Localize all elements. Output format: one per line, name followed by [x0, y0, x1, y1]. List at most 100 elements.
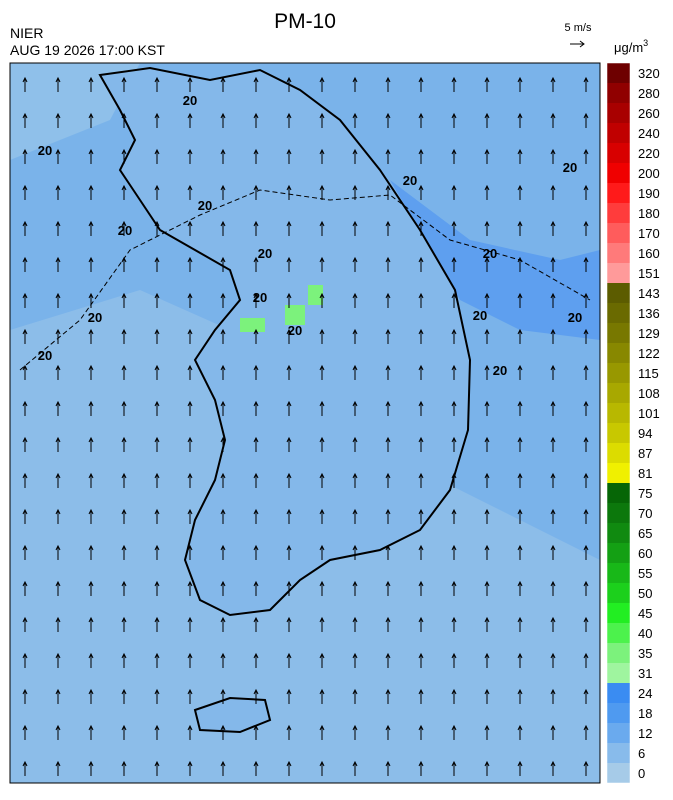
- colorbar-label: 280: [638, 86, 660, 101]
- wind-arrow: [451, 652, 457, 668]
- wind-arrow: [484, 472, 490, 488]
- wind-arrow: [187, 220, 193, 236]
- wind-arrow: [55, 220, 61, 236]
- wind-arrow: [517, 544, 523, 560]
- wind-arrow: [550, 580, 556, 596]
- wind-arrow: [22, 616, 28, 632]
- wind-arrow: [451, 544, 457, 560]
- colorbar-label: 6: [638, 746, 645, 761]
- colorbar-label: 87: [638, 446, 652, 461]
- wind-arrow: [187, 112, 193, 128]
- colorbar-label: 220: [638, 146, 660, 161]
- wind-arrow: [121, 148, 127, 164]
- wind-arrow: [550, 508, 556, 524]
- wind-arrow: [352, 292, 358, 308]
- colorbar-bin: [607, 443, 630, 463]
- wind-arrow: [253, 616, 259, 632]
- wind-arrow: [319, 292, 325, 308]
- wind-arrow: [55, 544, 61, 560]
- wind-arrow: [484, 148, 490, 164]
- wind-arrow: [385, 580, 391, 596]
- wind-arrow: [55, 184, 61, 200]
- wind-arrow: [484, 688, 490, 704]
- wind-arrow: [88, 724, 94, 740]
- colorbar-label: 75: [638, 486, 652, 501]
- wind-arrow: [121, 688, 127, 704]
- contour-label: 20: [493, 363, 507, 378]
- wind-arrow: [352, 400, 358, 416]
- wind-arrow: [385, 364, 391, 380]
- wind-arrow: [517, 616, 523, 632]
- wind-arrow: [484, 400, 490, 416]
- wind-arrow: [319, 112, 325, 128]
- wind-arrow: [187, 292, 193, 308]
- wind-arrow: [418, 328, 424, 344]
- wind-arrow: [187, 508, 193, 524]
- wind-arrow: [517, 760, 523, 776]
- wind-scale-arrow: [570, 40, 585, 48]
- wind-arrow: [385, 688, 391, 704]
- wind-arrow: [550, 292, 556, 308]
- colorbar-bin: [607, 283, 630, 303]
- colorbar-bin: [607, 763, 630, 783]
- wind-arrow: [385, 328, 391, 344]
- wind-arrow: [88, 184, 94, 200]
- colorbar-label: 50: [638, 586, 652, 601]
- wind-arrow: [550, 724, 556, 740]
- wind-arrow: [550, 652, 556, 668]
- wind-arrow: [253, 652, 259, 668]
- colorbar-label: 40: [638, 626, 652, 641]
- wind-arrow: [583, 256, 589, 272]
- wind-arrow: [319, 256, 325, 272]
- colorbar-bin: [607, 323, 630, 343]
- wind-arrow: [319, 724, 325, 740]
- wind-arrow: [550, 688, 556, 704]
- wind-arrow: [220, 364, 226, 380]
- wind-arrow: [286, 184, 292, 200]
- wind-arrow: [22, 508, 28, 524]
- wind-arrow: [121, 400, 127, 416]
- wind-arrow: [88, 112, 94, 128]
- land-outline: [98, 66, 472, 617]
- wind-arrow: [550, 220, 556, 236]
- wind-arrow: [583, 76, 589, 92]
- wind-arrow: [451, 292, 457, 308]
- wind-arrow: [88, 76, 94, 92]
- wind-arrow: [121, 112, 127, 128]
- wind-arrow: [55, 616, 61, 632]
- wind-arrow: [550, 184, 556, 200]
- wind-arrow: [385, 292, 391, 308]
- colorbar-bin: [607, 623, 630, 643]
- wind-arrow: [286, 688, 292, 704]
- colorbar-frame: [606, 62, 631, 784]
- wind-arrow: [88, 508, 94, 524]
- wind-arrow: [550, 400, 556, 416]
- wind-arrow: [187, 760, 193, 776]
- wind-arrow: [121, 472, 127, 488]
- wind-arrow: [484, 436, 490, 452]
- wind-arrow: [187, 184, 193, 200]
- wind-arrow: [22, 544, 28, 560]
- wind-arrow: [418, 688, 424, 704]
- wind-arrow: [550, 472, 556, 488]
- colorbar-label: 45: [638, 606, 652, 621]
- colorbar-label: 81: [638, 466, 652, 481]
- colorbar-label: 180: [638, 206, 660, 221]
- wind-arrow: [451, 364, 457, 380]
- wind-arrow: [88, 436, 94, 452]
- colorbar-label: 24: [638, 686, 652, 701]
- wind-arrow: [22, 148, 28, 164]
- wind-arrow: [319, 508, 325, 524]
- wind-arrow: [319, 652, 325, 668]
- wind-arrow: [121, 652, 127, 668]
- wind-arrow: [22, 112, 28, 128]
- wind-arrow: [319, 436, 325, 452]
- colorbar-label: 170: [638, 226, 660, 241]
- wind-arrow: [187, 436, 193, 452]
- wind-arrow: [55, 724, 61, 740]
- contour-line: [19, 189, 591, 371]
- wind-arrow: [583, 112, 589, 128]
- wind-arrow: [583, 184, 589, 200]
- wind-arrow: [550, 364, 556, 380]
- wind-arrow: [517, 400, 523, 416]
